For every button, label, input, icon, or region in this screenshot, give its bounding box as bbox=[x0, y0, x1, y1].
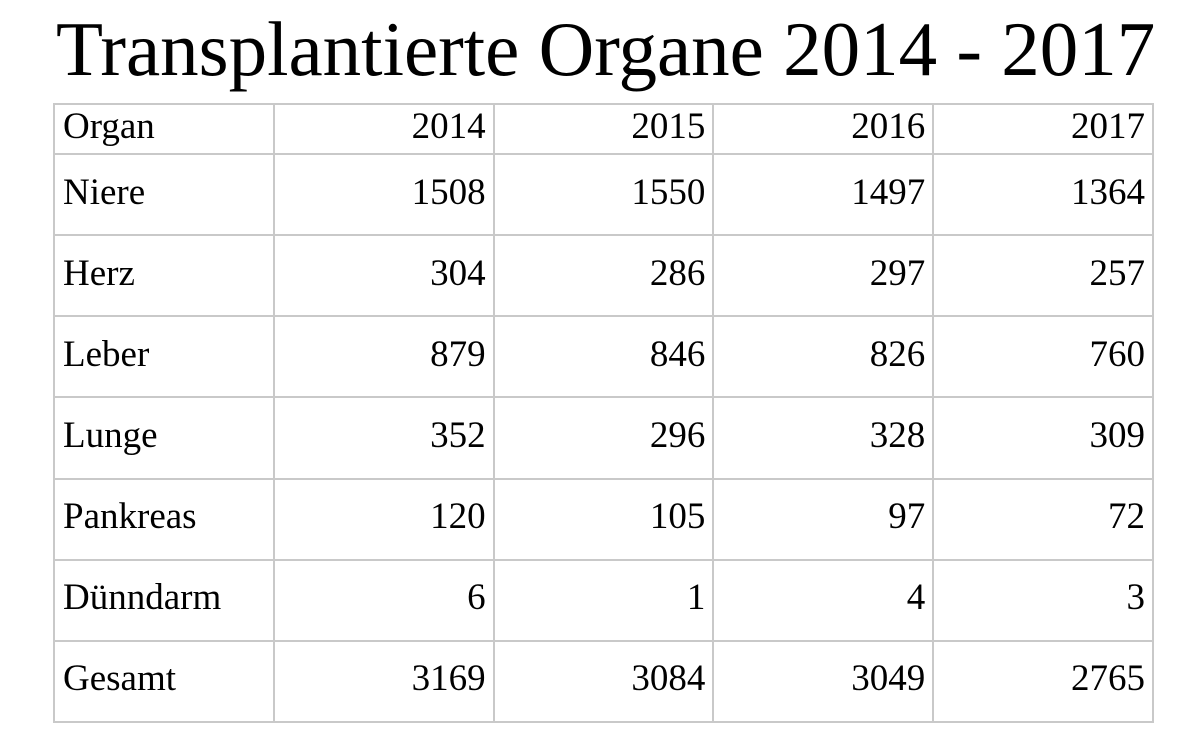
column-header-organ: Organ bbox=[53, 103, 275, 155]
cell-value: 105 bbox=[492, 477, 715, 561]
row-label: Herz bbox=[53, 234, 275, 318]
cell-value: 1508 bbox=[272, 152, 495, 237]
cell-value: 296 bbox=[492, 396, 715, 480]
cell-value: 257 bbox=[932, 234, 1154, 318]
table-row-leber: Leber 879 846 826 760 bbox=[53, 315, 1154, 399]
cell-value: 760 bbox=[932, 315, 1154, 399]
row-label: Lunge bbox=[53, 396, 275, 480]
cell-value: 352 bbox=[272, 396, 495, 480]
cell-value: 97 bbox=[712, 477, 935, 561]
cell-value: 846 bbox=[492, 315, 715, 399]
cell-value: 3 bbox=[932, 558, 1154, 642]
cell-value: 309 bbox=[932, 396, 1154, 480]
row-label: Pankreas bbox=[53, 477, 275, 561]
table-row-niere: Niere 1508 1550 1497 1364 bbox=[53, 152, 1154, 237]
table-row-herz: Herz 304 286 297 257 bbox=[53, 234, 1154, 318]
cell-value: 120 bbox=[272, 477, 495, 561]
cell-value: 2765 bbox=[932, 639, 1154, 724]
table-row-pankreas: Pankreas 120 105 97 72 bbox=[53, 477, 1154, 561]
cell-value: 1364 bbox=[932, 152, 1154, 237]
row-label: Dünndarm bbox=[53, 558, 275, 642]
cell-value: 1 bbox=[492, 558, 715, 642]
transplant-table: Organ 2014 2015 2016 2017 Niere 1508 155… bbox=[53, 103, 1154, 724]
column-header-2014: 2014 bbox=[272, 103, 495, 155]
row-label: Niere bbox=[53, 152, 275, 237]
cell-value: 297 bbox=[712, 234, 935, 318]
cell-value: 4 bbox=[712, 558, 935, 642]
cell-value: 3049 bbox=[712, 639, 935, 724]
cell-value: 286 bbox=[492, 234, 715, 318]
cell-value: 304 bbox=[272, 234, 495, 318]
cell-value: 1550 bbox=[492, 152, 715, 237]
cell-value: 1497 bbox=[712, 152, 935, 237]
column-header-2017: 2017 bbox=[932, 103, 1154, 155]
column-header-2016: 2016 bbox=[712, 103, 935, 155]
cell-value: 3084 bbox=[492, 639, 715, 724]
row-label: Leber bbox=[53, 315, 275, 399]
cell-value: 826 bbox=[712, 315, 935, 399]
table-row-lunge: Lunge 352 296 328 309 bbox=[53, 396, 1154, 480]
cell-value: 879 bbox=[272, 315, 495, 399]
column-header-2015: 2015 bbox=[492, 103, 715, 155]
table-row-duenndarm: Dünndarm 6 1 4 3 bbox=[53, 558, 1154, 642]
cell-value: 72 bbox=[932, 477, 1154, 561]
table-row-gesamt: Gesamt 3169 3084 3049 2765 bbox=[53, 639, 1154, 724]
row-label: Gesamt bbox=[53, 639, 275, 724]
cell-value: 6 bbox=[272, 558, 495, 642]
cell-value: 328 bbox=[712, 396, 935, 480]
cell-value: 3169 bbox=[272, 639, 495, 724]
table-header-row: Organ 2014 2015 2016 2017 bbox=[53, 103, 1154, 155]
page-title: Transplantierte Organe 2014 - 2017 bbox=[56, 6, 1156, 92]
